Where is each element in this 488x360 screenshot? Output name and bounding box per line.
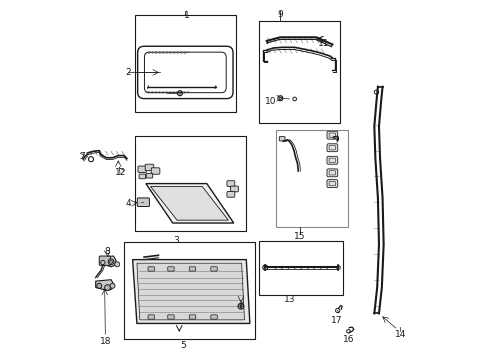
Bar bbox=[124, 242, 255, 338]
Text: 6: 6 bbox=[238, 302, 244, 311]
Text: 15: 15 bbox=[294, 232, 305, 241]
Polygon shape bbox=[145, 184, 233, 223]
Bar bbox=[135, 136, 246, 231]
FancyBboxPatch shape bbox=[148, 267, 154, 271]
FancyBboxPatch shape bbox=[226, 192, 234, 197]
FancyBboxPatch shape bbox=[326, 169, 337, 177]
Text: 10: 10 bbox=[264, 96, 276, 105]
Polygon shape bbox=[100, 256, 116, 267]
FancyBboxPatch shape bbox=[137, 198, 149, 207]
Circle shape bbox=[97, 283, 102, 288]
FancyBboxPatch shape bbox=[189, 315, 195, 319]
FancyBboxPatch shape bbox=[226, 181, 234, 186]
FancyBboxPatch shape bbox=[230, 186, 238, 192]
FancyBboxPatch shape bbox=[139, 174, 145, 179]
FancyBboxPatch shape bbox=[279, 136, 285, 141]
FancyBboxPatch shape bbox=[326, 156, 337, 164]
FancyBboxPatch shape bbox=[99, 256, 110, 265]
Text: 13: 13 bbox=[283, 294, 294, 303]
Text: 3: 3 bbox=[173, 237, 179, 246]
FancyBboxPatch shape bbox=[146, 174, 152, 178]
Polygon shape bbox=[96, 280, 113, 291]
Text: 18: 18 bbox=[100, 337, 111, 346]
Text: 7: 7 bbox=[80, 152, 85, 161]
FancyBboxPatch shape bbox=[145, 164, 153, 171]
Text: 8: 8 bbox=[104, 247, 110, 256]
Bar bbox=[258, 21, 339, 123]
FancyBboxPatch shape bbox=[148, 315, 154, 319]
Text: 5: 5 bbox=[180, 341, 186, 350]
Bar bbox=[276, 130, 347, 227]
Circle shape bbox=[115, 262, 120, 267]
Text: 4: 4 bbox=[125, 199, 130, 208]
Polygon shape bbox=[132, 260, 249, 323]
Text: 12: 12 bbox=[115, 168, 126, 177]
Bar bbox=[258, 241, 343, 296]
Text: 1: 1 bbox=[184, 10, 190, 19]
Circle shape bbox=[110, 283, 115, 288]
FancyBboxPatch shape bbox=[326, 144, 337, 152]
FancyBboxPatch shape bbox=[189, 267, 195, 271]
Polygon shape bbox=[137, 263, 244, 320]
Text: 14: 14 bbox=[394, 330, 406, 339]
Text: 11: 11 bbox=[317, 39, 328, 48]
Text: 2: 2 bbox=[125, 68, 130, 77]
Circle shape bbox=[108, 259, 114, 265]
Text: 9: 9 bbox=[277, 10, 283, 19]
Polygon shape bbox=[150, 186, 228, 220]
Bar bbox=[135, 15, 235, 112]
FancyBboxPatch shape bbox=[151, 168, 160, 174]
FancyBboxPatch shape bbox=[210, 315, 217, 319]
FancyBboxPatch shape bbox=[138, 166, 146, 172]
FancyBboxPatch shape bbox=[167, 267, 174, 271]
Circle shape bbox=[104, 285, 110, 291]
FancyBboxPatch shape bbox=[326, 180, 337, 188]
FancyBboxPatch shape bbox=[210, 267, 217, 271]
Text: 17: 17 bbox=[330, 316, 342, 325]
FancyBboxPatch shape bbox=[167, 315, 174, 319]
FancyBboxPatch shape bbox=[326, 131, 337, 139]
Text: 16: 16 bbox=[342, 335, 353, 344]
